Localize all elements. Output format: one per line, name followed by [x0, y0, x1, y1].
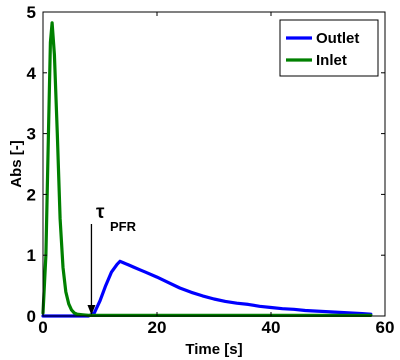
x-tick-label: 0 — [38, 318, 47, 337]
y-tick-label: 2 — [27, 185, 36, 204]
x-tick-label: 40 — [262, 318, 281, 337]
plot-frame — [42, 11, 386, 317]
legend-box — [279, 19, 379, 77]
y-tick-label: 0 — [27, 307, 36, 326]
y-tick-label: 3 — [27, 125, 36, 144]
legend: Outlet Inlet — [279, 19, 379, 77]
annotations: τ PFR — [87, 202, 137, 315]
x-tick-label: 60 — [376, 318, 395, 337]
y-axis-label: Abs [-] — [8, 140, 25, 188]
y-tick-label: 1 — [27, 246, 36, 265]
annotation-subscript: PFR — [110, 219, 137, 234]
y-tick-label: 5 — [27, 3, 36, 22]
y-tick-label: 4 — [27, 64, 37, 83]
annotation-arrowhead — [87, 305, 96, 315]
series-line-outlet — [41, 259, 373, 318]
x-axis-label: Time [s] — [185, 341, 242, 358]
series-line-inlet — [41, 21, 373, 317]
annotation-label: τ — [96, 202, 105, 223]
legend-label-outlet: Outlet — [316, 30, 359, 47]
legend-label-inlet: Inlet — [316, 52, 347, 69]
axes: 0 20 40 60 0 1 2 3 4 5 Time [s] Abs [-] — [8, 3, 394, 358]
x-tick-label: 20 — [148, 318, 167, 337]
plot-area — [41, 21, 373, 318]
